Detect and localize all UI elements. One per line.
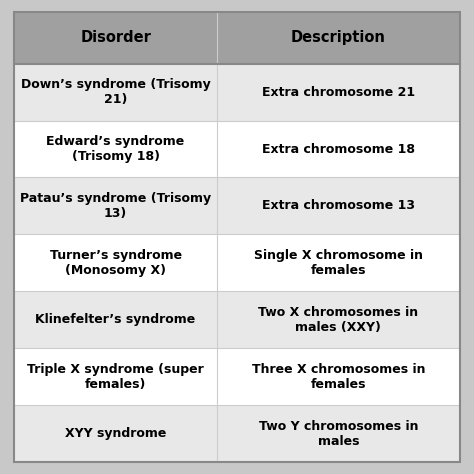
Bar	[14, 120, 460, 177]
Text: Klinefelter’s syndrome: Klinefelter’s syndrome	[36, 313, 196, 326]
Text: Edward’s syndrome
(Trisomy 18): Edward’s syndrome (Trisomy 18)	[46, 135, 185, 163]
Bar	[14, 64, 460, 120]
Text: Down’s syndrome (Trisomy
21): Down’s syndrome (Trisomy 21)	[21, 78, 210, 106]
Text: Description: Description	[291, 30, 386, 45]
Text: Extra chromosome 21: Extra chromosome 21	[262, 86, 415, 99]
Bar	[14, 177, 460, 235]
Bar	[14, 405, 460, 462]
Text: Three X chromosomes in
females: Three X chromosomes in females	[252, 363, 425, 391]
Bar	[14, 348, 460, 405]
Text: Patau’s syndrome (Trisomy
13): Patau’s syndrome (Trisomy 13)	[20, 192, 211, 220]
Text: Turner’s syndrome
(Monosomy X): Turner’s syndrome (Monosomy X)	[49, 249, 182, 277]
Text: XYY syndrome: XYY syndrome	[65, 427, 166, 440]
Text: Single X chromosome in
females: Single X chromosome in females	[254, 249, 423, 277]
Bar	[14, 235, 460, 292]
Text: Extra chromosome 18: Extra chromosome 18	[262, 143, 415, 155]
Text: Triple X syndrome (super
females): Triple X syndrome (super females)	[27, 363, 204, 391]
Text: Disorder: Disorder	[80, 30, 151, 45]
Bar	[14, 12, 460, 64]
Text: Two X chromosomes in
males (XXY): Two X chromosomes in males (XXY)	[258, 306, 419, 334]
Text: Extra chromosome 13: Extra chromosome 13	[262, 200, 415, 212]
Bar	[14, 292, 460, 348]
Text: Two Y chromosomes in
males: Two Y chromosomes in males	[259, 419, 418, 447]
